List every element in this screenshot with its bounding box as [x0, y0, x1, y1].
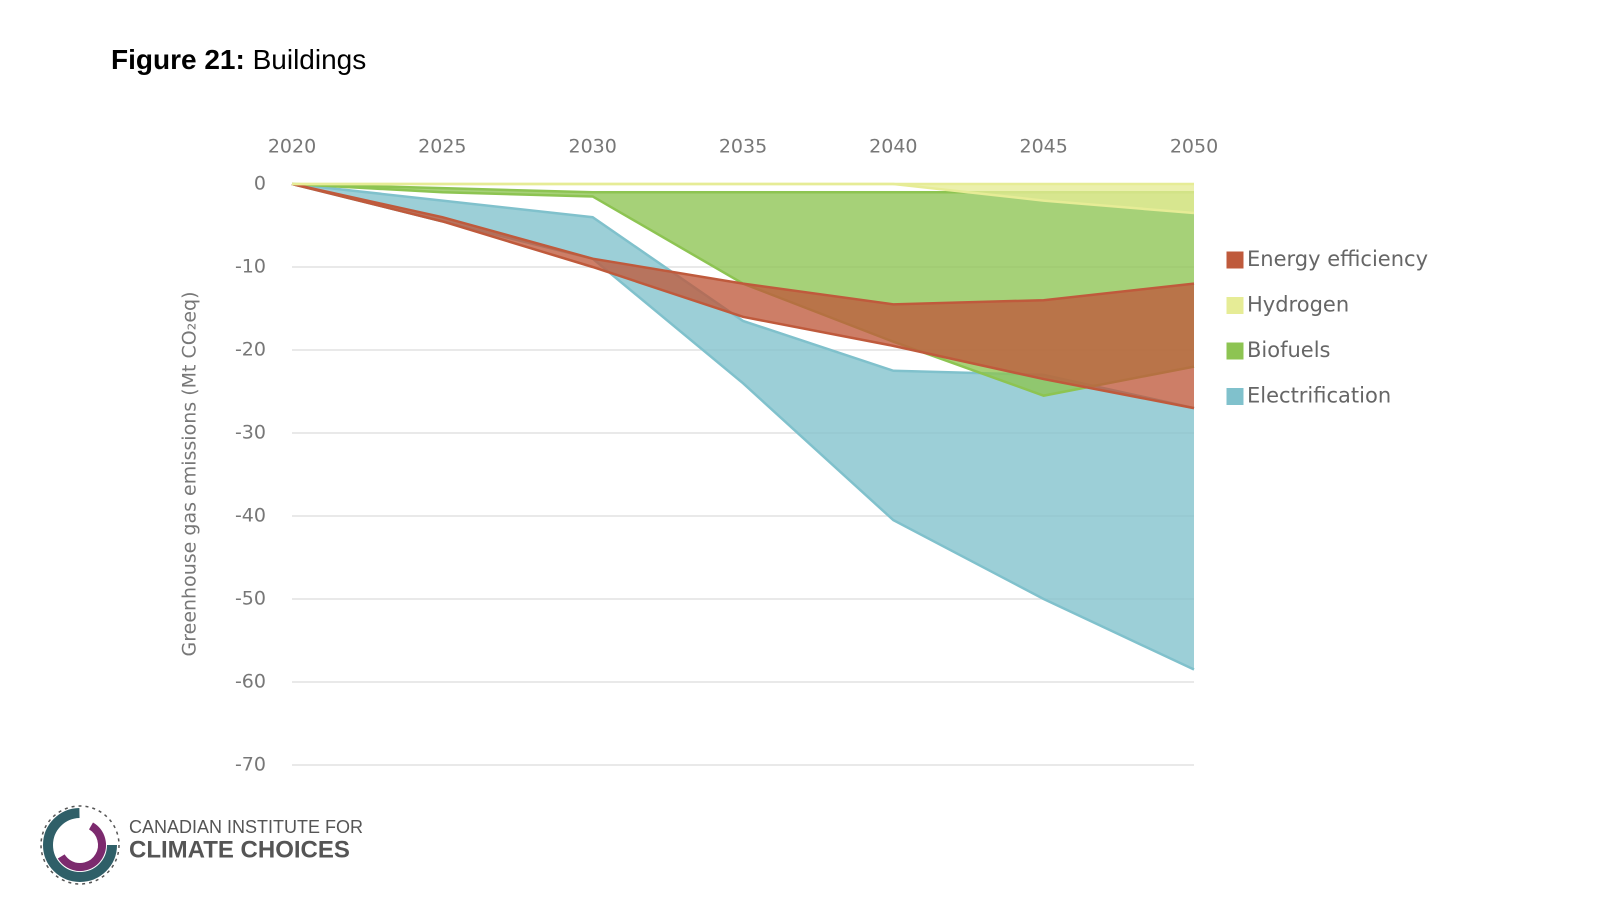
y-tick-label: -40 [235, 505, 266, 527]
x-tick-label: 2025 [418, 136, 466, 158]
logo: CANADIAN INSTITUTE FOR CLIMATE CHOICES [40, 805, 363, 885]
band-edge [292, 182, 1195, 215]
y-tick-label: -50 [235, 588, 266, 610]
band-edge [291, 182, 1195, 410]
y-tick-label: -70 [235, 754, 266, 776]
legend-label: Biofuels [1247, 338, 1331, 362]
x-tick-label: 2020 [268, 136, 316, 158]
y-tick-label: -60 [235, 671, 266, 693]
band-edge [291, 182, 1195, 306]
logo-line2: CLIMATE CHOICES [129, 836, 350, 863]
legend-label: Electrification [1247, 384, 1391, 408]
x-tick-label: 2035 [719, 136, 767, 158]
legend-swatch [1226, 388, 1244, 405]
legend-swatch [1226, 251, 1244, 269]
y-tick-label: -30 [235, 422, 266, 444]
band-area [292, 184, 1194, 670]
x-tick-label: 2045 [1019, 136, 1067, 158]
legend-swatch [1226, 297, 1244, 314]
legend-swatch [1226, 342, 1244, 360]
logo-line1: CANADIAN INSTITUTE FOR [129, 817, 363, 837]
band-area [292, 184, 1194, 409]
y-tick-label: -10 [235, 256, 266, 278]
y-tick-label: 0 [254, 173, 266, 195]
logo-ring-inner [54, 819, 106, 871]
y-axis-label: Greenhouse gas emissions (Mt CO₂eq) [179, 292, 201, 657]
legend-label: Hydrogen [1247, 293, 1349, 317]
figure-heading: Figure 21: Buildings [111, 44, 366, 75]
y-tick-label: -20 [235, 339, 266, 361]
x-tick-label: 2040 [869, 136, 917, 158]
x-tick-label: 2050 [1170, 136, 1218, 158]
logo-ring [43, 808, 117, 882]
figure-label: Figure 21: [111, 44, 245, 75]
chart-title: Buildings [253, 44, 367, 75]
x-tick-label: 2030 [568, 136, 616, 158]
legend-label: Energy efficiency [1247, 247, 1428, 271]
logo-dots [40, 805, 120, 885]
